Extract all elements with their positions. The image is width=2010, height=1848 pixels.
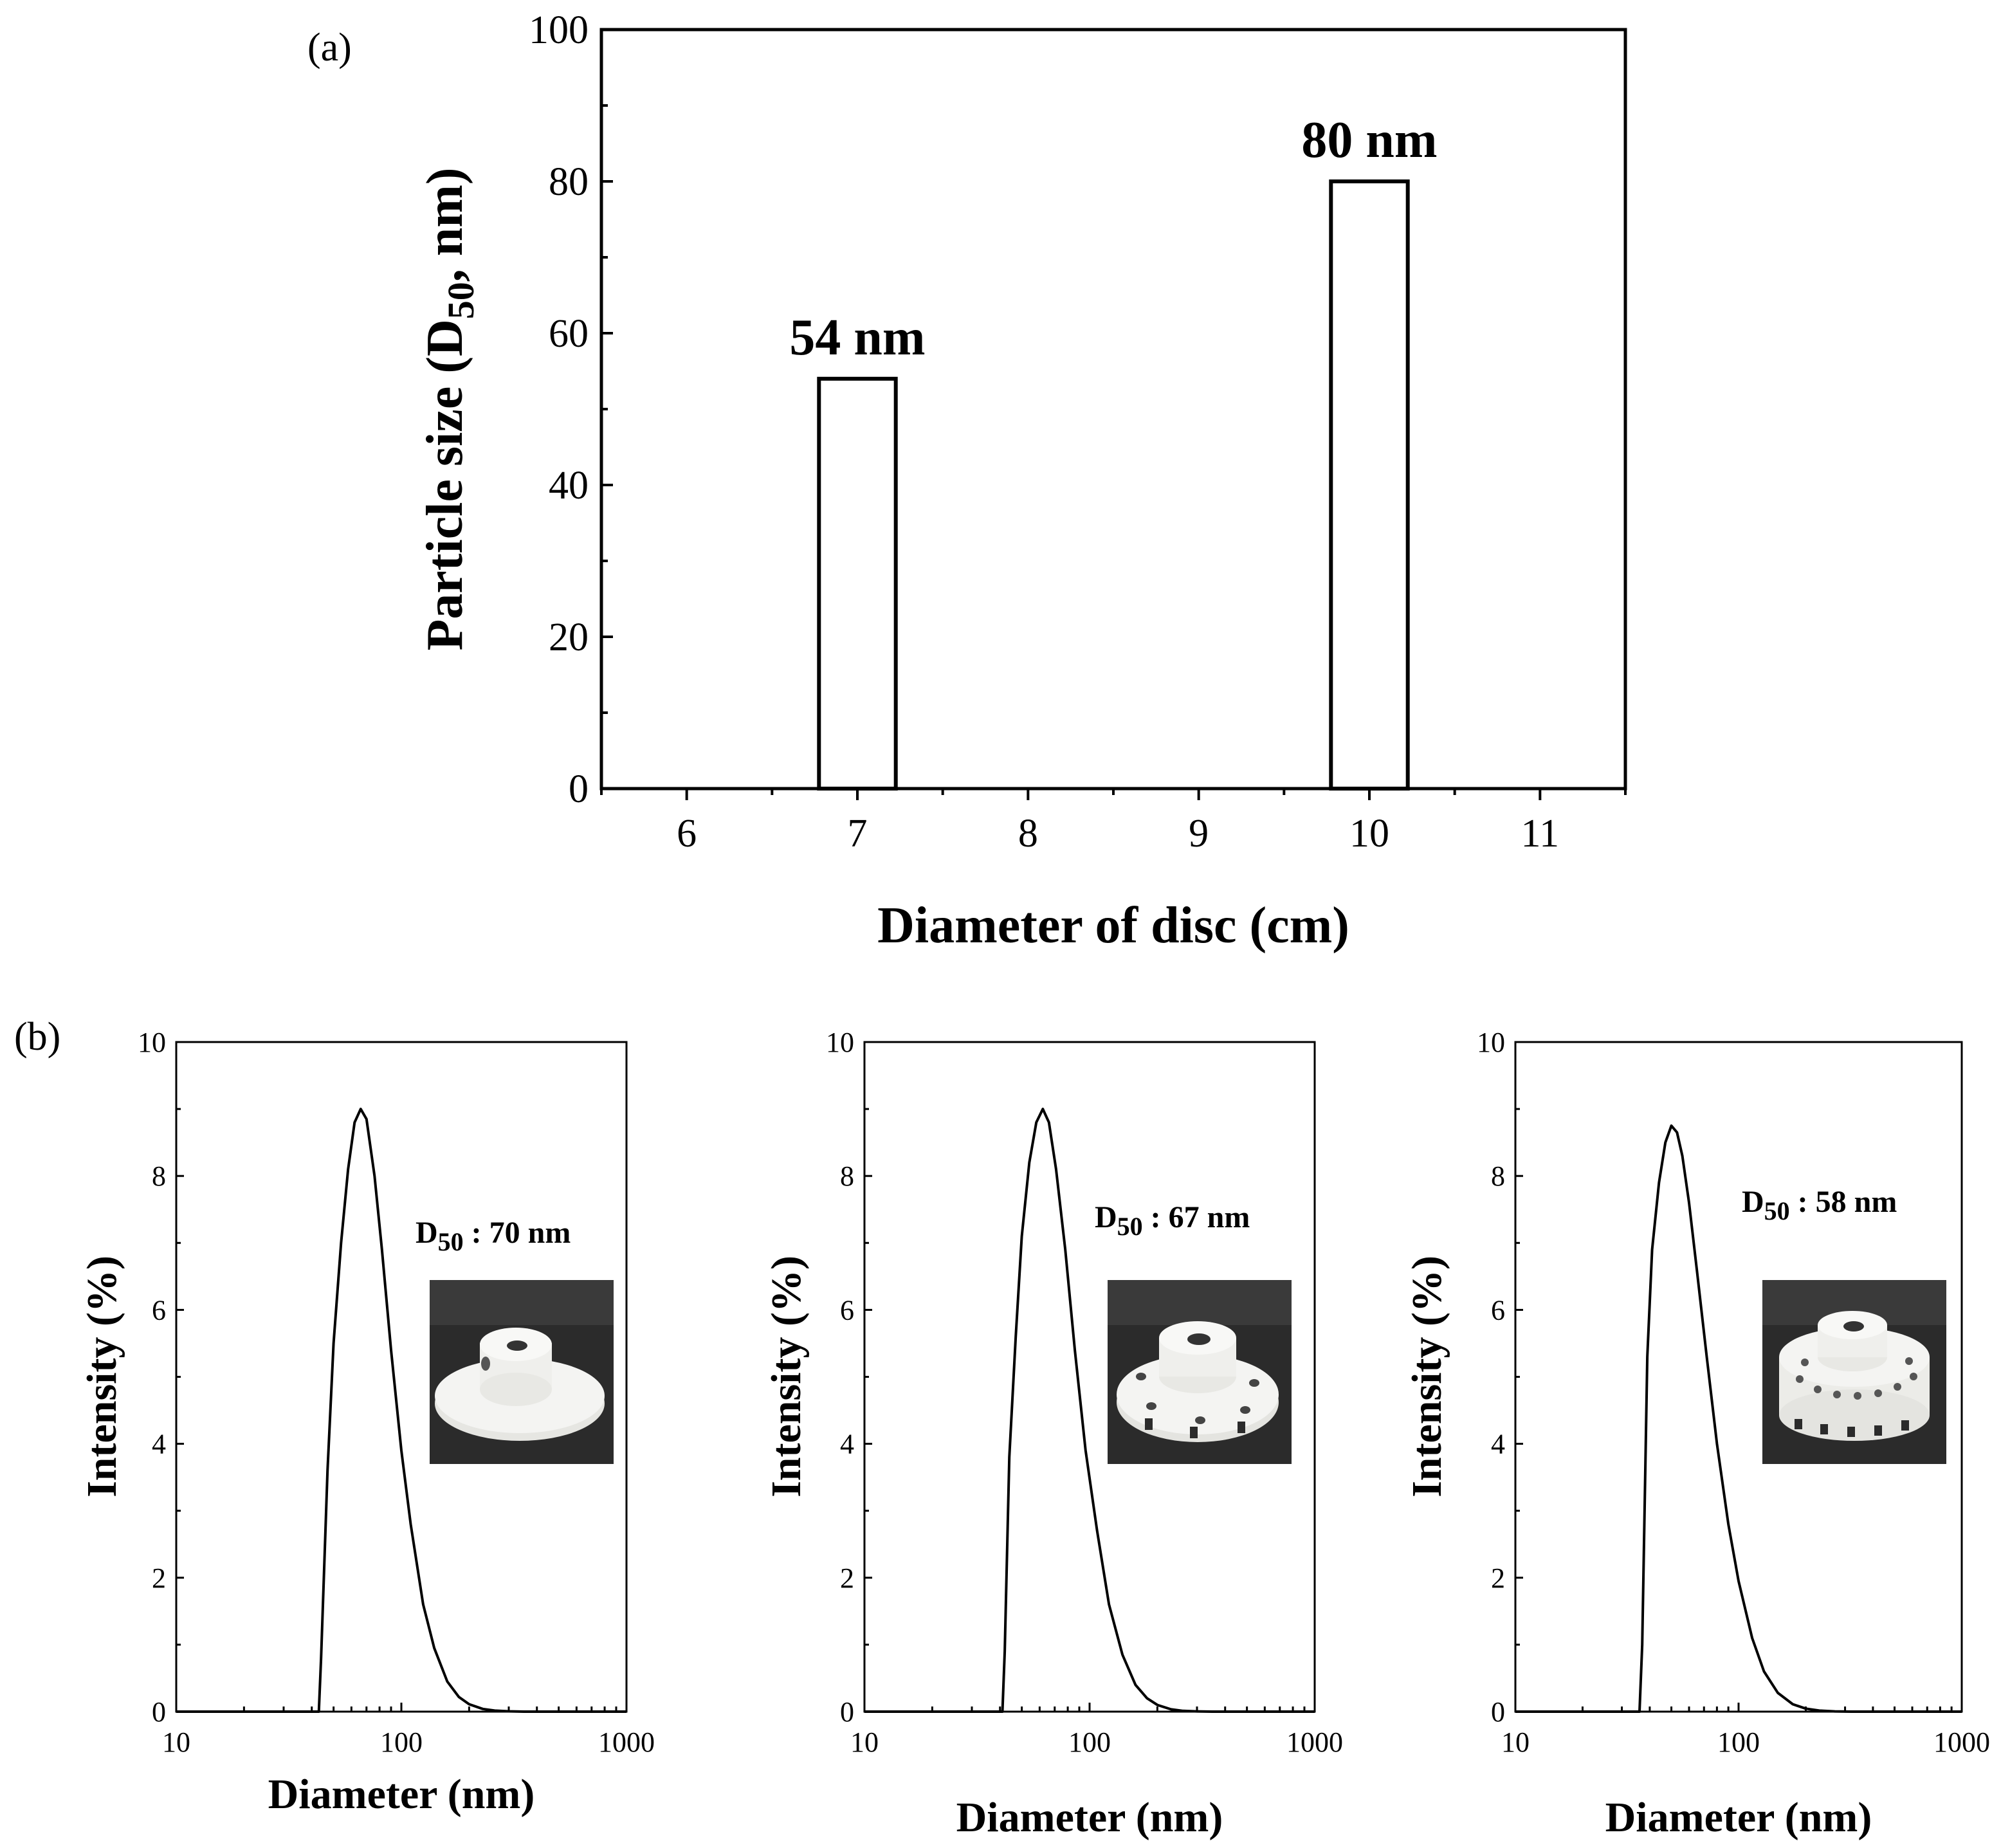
chart-b1-x-tick-label: 1000	[598, 1726, 655, 1758]
chart-b3-y-tick-label: 0	[1491, 1696, 1505, 1728]
chart-b2-y-axis-title: Intensity (%)	[763, 1256, 810, 1497]
chart-b3-y-tick-label: 10	[1477, 1027, 1505, 1058]
chart-b1-x-tick-label: 100	[380, 1726, 423, 1758]
chart-a-y-axis-title: Particle size (D50, nm)	[417, 167, 482, 650]
chart-b3-x-tick-label: 100	[1717, 1726, 1760, 1758]
chart-a-ticks: 0 20 40 60 80 100 6 7 8 9 10 11	[529, 8, 1627, 855]
chart-a-bar	[1329, 179, 1410, 791]
chart-b1-x-tick-label: 10	[162, 1726, 190, 1758]
panel-a-label: (a)	[307, 26, 352, 69]
chart-a-x-tick-label: 7	[848, 812, 868, 855]
chart-b1-y-tick-label: 4	[152, 1429, 166, 1460]
chart-b2-y-tick-label: 6	[840, 1294, 854, 1326]
chart-a-x-tick-label: 6	[677, 812, 697, 855]
chart-b1-y-axis-title: Intensity (%)	[78, 1256, 125, 1497]
chart-b3-x-axis-title: Diameter (nm)	[1605, 1794, 1872, 1841]
chart-a-x-tick-label: 10	[1349, 812, 1389, 855]
chart-b3-inset-photo	[1762, 1280, 1946, 1464]
chart-b1: 0 2 4 6 8 10 10 100 1000 D50 : 70 nm Diameter (n…	[78, 1027, 655, 1818]
chart-b1-y-tick-label: 2	[152, 1562, 166, 1594]
disc-bore-icon	[1843, 1321, 1864, 1331]
chart-b2-x-tick-label: 1000	[1286, 1726, 1343, 1758]
disc-bore-icon	[507, 1340, 527, 1351]
disc-hole-icon	[1136, 1373, 1146, 1380]
chart-a-y-axis-title-subscript: 50	[440, 282, 482, 319]
chart-a-y-tick-label: 0	[569, 767, 589, 811]
chart-b3-d50-tail: : 58 nm	[1790, 1185, 1897, 1219]
chart-b3-x-tick-label: 1000	[1933, 1726, 1990, 1758]
chart-b2-d50-main: D	[1095, 1200, 1117, 1234]
chart-b2-x-tick-label: 10	[850, 1726, 879, 1758]
chart-b3-y-tick-label: 4	[1491, 1429, 1505, 1460]
chart-a-bar-data-label: 54 nm	[789, 309, 925, 366]
chart-b3-series-line	[1515, 1124, 1962, 1713]
chart-b2-d50-annotation: D50 : 67 nm	[1095, 1200, 1250, 1241]
chart-b1-series-line	[176, 1108, 626, 1713]
chart-b3-x-tick-label: 10	[1501, 1726, 1530, 1758]
chart-b1-d50-subscript: 50	[438, 1227, 464, 1256]
chart-b3: 0 2 4 6 8 10 10 100 1000 D50 : 58 nm	[1403, 1027, 1990, 1841]
chart-b2-y-tick-label: 10	[826, 1027, 854, 1058]
disc-base-icon	[1779, 1389, 1930, 1441]
chart-b3-d50-subscript: 50	[1764, 1196, 1790, 1225]
chart-a-x-axis-title: Diameter of disc (cm)	[877, 897, 1349, 954]
chart-b1-y-tick-label: 8	[152, 1160, 166, 1192]
chart-a-x-tick-label: 11	[1521, 812, 1559, 855]
chart-a-y-tick-label: 60	[549, 312, 589, 356]
chart-b2-inset-photo	[1108, 1280, 1292, 1464]
chart-b1-y-tick-label: 6	[152, 1294, 166, 1326]
chart-b2-d50-tail: : 67 nm	[1143, 1200, 1250, 1234]
chart-a-y-tick-label: 20	[549, 616, 589, 659]
chart-b3-y-tick-label: 8	[1491, 1160, 1505, 1192]
chart-b2-y-tick-label: 0	[840, 1696, 854, 1728]
chart-b2-x-tick-label: 100	[1068, 1726, 1111, 1758]
chart-b2-d50-subscript: 50	[1117, 1212, 1143, 1241]
chart-a-bar-data-label: 80 nm	[1301, 112, 1437, 169]
chart-b3-d50-annotation: D50 : 58 nm	[1742, 1185, 1897, 1225]
chart-b3-d50-main: D	[1742, 1185, 1764, 1219]
chart-b2-x-axis-title: Diameter (nm)	[956, 1794, 1223, 1841]
chart-b2-y-tick-label: 2	[840, 1562, 854, 1594]
chart-b1-inset-photo	[430, 1280, 614, 1464]
chart-a-y-tick-label: 40	[549, 464, 589, 508]
chart-b1-x-axis-title: Diameter (nm)	[268, 1771, 535, 1818]
chart-a-bar	[817, 376, 898, 791]
chart-b2: 0 2 4 6 8 10 10 100 1000 D50 : 67 nm Diameter (n…	[763, 1027, 1343, 1841]
chart-b1-y-tick-label: 0	[152, 1696, 166, 1728]
disc-hole-icon	[1796, 1375, 1804, 1383]
chart-a-bars: 54 nm 80 nm	[789, 112, 1438, 791]
disc-bore-icon	[1187, 1333, 1211, 1345]
chart-b3-y-axis-title: Intensity (%)	[1403, 1256, 1450, 1497]
chart-b2-y-tick-label: 4	[840, 1429, 854, 1460]
chart-b1-d50-tail: : 70 nm	[464, 1216, 571, 1250]
chart-b3-y-tick-label: 6	[1491, 1294, 1505, 1326]
chart-b1-d50-annotation: D50 : 70 nm	[416, 1216, 571, 1256]
chart-b1-y-tick-label: 10	[138, 1027, 166, 1058]
chart-a: 0 20 40 60 80 100 6 7 8 9 10 11 54 nm 80 nm Diameter…	[417, 8, 1627, 954]
chart-b3-ticks: 0 2 4 6 8 10 10 100 1000	[1477, 1027, 1990, 1758]
chart-b1-d50-main: D	[416, 1216, 438, 1250]
chart-a-x-tick-label: 8	[1018, 812, 1038, 855]
chart-b2-y-tick-label: 8	[840, 1160, 854, 1192]
chart-a-y-axis-title-main: Particle size (D	[417, 319, 473, 650]
panel-b-label: (b)	[14, 1015, 60, 1059]
chart-a-y-tick-label: 80	[549, 160, 589, 204]
chart-a-y-axis-title-tail: , nm)	[417, 167, 473, 282]
chart-b2-ticks: 0 2 4 6 8 10 10 100 1000	[826, 1027, 1343, 1758]
chart-b2-series-line	[864, 1108, 1315, 1713]
chart-a-x-tick-label: 9	[1189, 812, 1209, 855]
chart-b3-y-tick-label: 2	[1491, 1562, 1505, 1594]
chart-a-y-tick-label: 100	[529, 8, 589, 52]
